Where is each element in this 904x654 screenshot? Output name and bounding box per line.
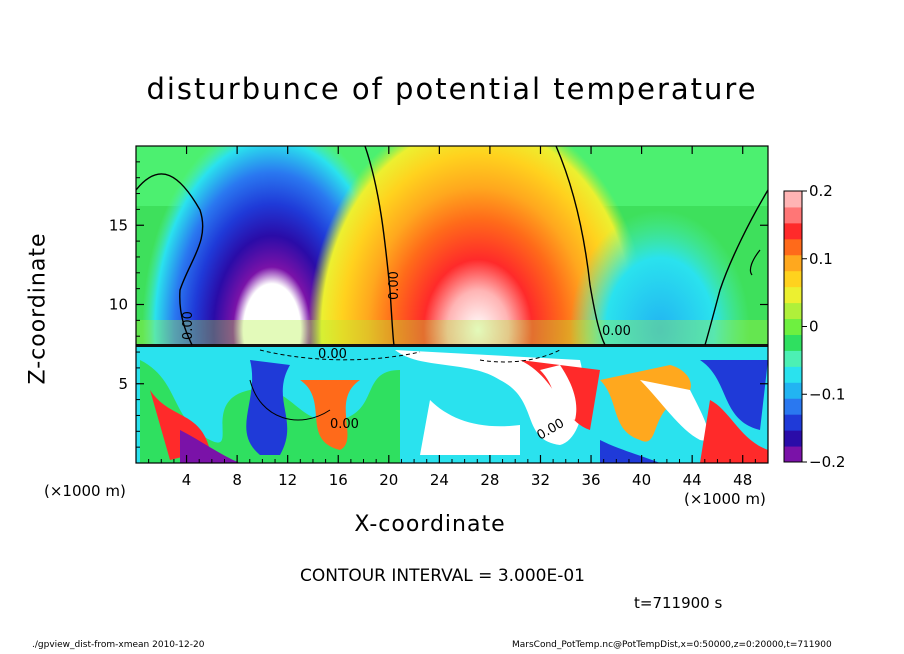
x-tick-label: 16 [329,471,348,489]
colorbar-bin [784,318,802,335]
footer-script-name: ./gpview_dist-from-xmean 2010-12-20 [32,640,205,650]
x-tick-label: 48 [733,471,752,489]
colorbar-tick-label: −0.1 [809,385,845,403]
heatmap-field [136,146,768,463]
colorbar-tick-label: 0 [809,318,819,336]
colorbar-bin [784,414,802,431]
colorbar-bin [784,398,802,415]
colorbar-bin [784,366,802,383]
colorbar-bin [784,350,802,367]
y-tick-label: 5 [118,375,128,393]
contour-label: 0.00 [387,271,402,300]
colorbar-tick-label: −0.2 [809,453,845,471]
x-tick-label: 36 [581,471,600,489]
contour-interval-text: CONTOUR INTERVAL = 3.000E-01 [300,566,585,586]
x-tick-label: 4 [182,471,192,489]
colorbar-bin [784,254,802,272]
x-tick-label: 8 [232,471,242,489]
colorbar-bin [784,270,802,288]
y-axis-unit: (×1000 m) [44,482,126,500]
colorbar-bin [784,430,802,447]
x-tick-label: 40 [632,471,651,489]
colorbar-bin [784,206,802,224]
footer-data-source: MarsCond_PotTemp.nc@PotTempDist,x=0:5000… [512,640,832,650]
x-tick-label: 28 [480,471,499,489]
colorbar-bin [784,302,802,320]
colorbar: 0.2 0.1 0 −0.1 −0.2 [783,182,845,471]
y-axis: 5 10 15 [109,161,768,448]
contour-label: 0.00 [181,311,196,340]
colorbar-tick-label: 0.1 [809,250,833,268]
y-tick-label: 10 [109,296,128,314]
time-text: t=711900 s [634,594,723,612]
colorbar-bin [784,191,802,208]
colorbar-bin [784,334,802,351]
x-axis-label: X-coordinate [354,512,506,537]
colorbar-bin [784,238,802,256]
y-tick-label: 15 [109,216,128,234]
colorbar-bin [784,382,802,399]
contour-label: 0.00 [318,347,347,362]
colorbar-bin [784,286,802,304]
x-tick-label: 32 [531,471,550,489]
x-tick-label: 24 [430,471,449,489]
x-axis: 4 8 12 16 20 24 28 32 36 40 44 48 [148,146,756,489]
contour-label: 0.00 [602,324,631,339]
x-tick-label: 20 [379,471,398,489]
x-tick-label: 12 [278,471,297,489]
y-axis-label: Z-coordinate [25,232,51,385]
colorbar-tick-label: 0.2 [809,182,833,200]
chart-title: disturbunce of potential temperature [146,72,758,106]
colorbar-bin [784,446,802,463]
colorbar-bin [784,222,802,240]
contour-label: 0.00 [330,417,359,432]
x-axis-unit: (×1000 m) [684,490,766,508]
x-tick-label: 44 [683,471,702,489]
